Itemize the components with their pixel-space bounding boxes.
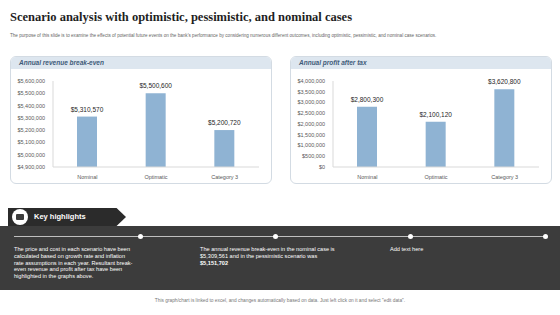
svg-text:Category 3: Category 3 [491,174,518,180]
svg-text:$5,400,000: $5,400,000 [17,103,45,109]
svg-text:$2,100,120: $2,100,120 [419,111,452,118]
svg-text:$500,000: $500,000 [302,153,325,159]
html-text:The price and cost in each sce: The price and cost in each scenario have… [14,246,133,280]
svg-text:$5,500,000: $5,500,000 [17,90,45,96]
svg-text:$5,200,000: $5,200,000 [17,127,45,133]
svg-text:$4,900,000: $4,900,000 [17,164,45,170]
svg-text:$5,600,000: $5,600,000 [17,78,45,84]
svg-text:Category 3: Category 3 [211,174,238,180]
svg-text:$1,500,000: $1,500,000 [297,132,325,138]
html-text:Scenario analysis with optimis: Scenario analysis with optimistic, pessi… [10,10,352,24]
svg-text:$3,620,800: $3,620,800 [488,78,521,85]
svg-text:$5,500,600: $5,500,600 [139,82,172,89]
svg-text:Optimatic: Optimatic [144,174,167,180]
svg-text:$5,100,000: $5,100,000 [17,139,45,145]
svg-text:$2,000,000: $2,000,000 [297,121,325,127]
svg-text:$3,000,000: $3,000,000 [297,99,325,105]
svg-text:$5,200,720: $5,200,720 [208,119,241,126]
svg-text:$0: $0 [319,164,325,170]
html-text:Key highlights: Key highlights [34,212,86,221]
svg-text:$1,000,000: $1,000,000 [297,142,325,148]
svg-text:$2,800,300: $2,800,300 [351,96,384,103]
html-text:$5,151,702: $5,151,702 [200,259,228,266]
html-text:Annual profit after tax: Annual profit after tax [299,59,367,66]
html-text:Add text here: Add text here [390,246,424,252]
svg-text:$2,500,000: $2,500,000 [297,110,325,116]
svg-text:$5,300,000: $5,300,000 [17,115,45,121]
svg-text:Nominal: Nominal [357,174,377,180]
svg-text:$5,310,570: $5,310,570 [71,106,104,113]
svg-text:Nominal: Nominal [77,174,97,180]
svg-text:Optimatic: Optimatic [424,174,447,180]
html-text:This graph/chart is linked to: This graph/chart is linked to excel, and… [154,298,406,303]
html-text:Annual revenue break-even: Annual revenue break-even [19,59,104,66]
svg-text:$3,500,000: $3,500,000 [297,89,325,95]
svg-text:$4,000,000: $4,000,000 [297,78,325,84]
html-text:The annual revenue break-even: The annual revenue break-even in the nom… [200,246,335,259]
html-text:The purpose of this slide is t: The purpose of this slide is to examine … [10,33,437,38]
svg-text:$5,000,000: $5,000,000 [17,152,45,158]
